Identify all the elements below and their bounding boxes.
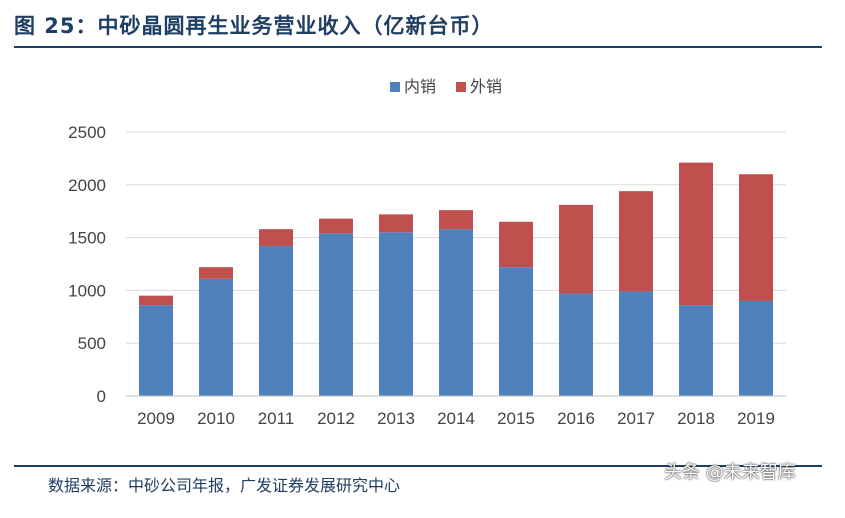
bar-domestic-2017: [619, 291, 653, 396]
legend-swatch: [390, 82, 400, 92]
x-tick-label: 2015: [497, 409, 535, 428]
bar-domestic-2011: [259, 246, 293, 396]
page-title: 图 25：中砂晶圆再生业务营业收入（亿新台币）: [14, 14, 494, 38]
x-tick-label: 2013: [377, 409, 415, 428]
y-tick-label: 1500: [68, 229, 106, 248]
y-tick-label: 2500: [68, 123, 106, 142]
x-tick-label: 2019: [737, 409, 775, 428]
bar-domestic-2016: [559, 293, 593, 396]
bar-export-2012: [319, 218, 353, 234]
x-tick-label: 2010: [197, 409, 235, 428]
y-tick-label: 0: [97, 387, 106, 406]
bar-domestic-2015: [499, 267, 533, 396]
bar-export-2013: [379, 214, 413, 233]
source-rule: [14, 465, 822, 467]
x-tick-label: 2018: [677, 409, 715, 428]
bar-domestic-2012: [319, 233, 353, 396]
bar-export-2010: [199, 267, 233, 279]
bar-export-2016: [559, 204, 593, 294]
bar-export-2018: [679, 162, 713, 306]
x-tick-label: 2016: [557, 409, 595, 428]
legend: 内销 外销: [390, 77, 502, 96]
x-tick-label: 2009: [137, 409, 175, 428]
legend-label: 内销: [404, 77, 436, 96]
axes: 0 500 1000 1500 2000 2500 2009 2010 2011 2012 2013…: [68, 123, 786, 428]
bar-export-2019: [739, 174, 773, 301]
y-tick-label: 2000: [68, 176, 106, 195]
bar-export-2011: [259, 229, 293, 247]
watermark: 头条 @未来智库: [664, 462, 796, 483]
bar-export-2017: [619, 191, 653, 292]
bar-domestic-2010: [199, 278, 233, 396]
x-tick-label: 2012: [317, 409, 355, 428]
x-tick-label: 2017: [617, 409, 655, 428]
bar-export-2014: [439, 210, 473, 230]
x-tick-label: 2014: [437, 409, 475, 428]
x-tick-label: 2011: [258, 409, 295, 428]
legend-label: 外销: [470, 77, 502, 96]
legend-swatch: [456, 82, 466, 92]
bars: [139, 162, 773, 396]
bar-domestic-2018: [679, 305, 713, 396]
bar-domestic-2014: [439, 229, 473, 396]
bar-domestic-2019: [739, 300, 773, 396]
bar-domestic-2009: [139, 305, 173, 396]
y-tick-label: 500: [78, 334, 106, 353]
bar-export-2009: [139, 295, 173, 306]
bar-domestic-2013: [379, 232, 413, 396]
source-note: 数据来源：中砂公司年报，广发证券发展研究中心: [48, 476, 401, 495]
bar-export-2015: [499, 221, 533, 268]
title-rule: [14, 46, 822, 48]
y-tick-label: 1000: [68, 281, 106, 300]
